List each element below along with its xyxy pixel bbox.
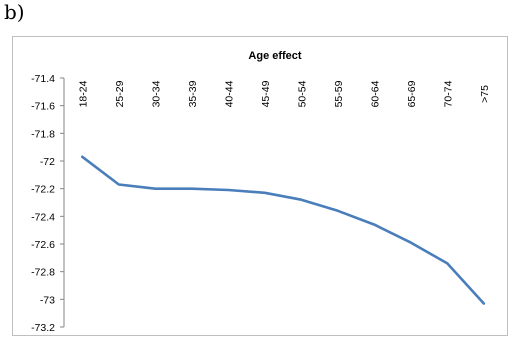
y-tick-label: -72 [40, 156, 55, 168]
y-tick-label: -72.4 [31, 211, 55, 223]
category-label: 18-24 [77, 80, 89, 107]
y-tick-label: -72.8 [31, 267, 55, 279]
panel-label: b) [4, 0, 25, 24]
category-label: 35-39 [187, 80, 199, 107]
chart-frame [12, 36, 508, 336]
category-label: 50-54 [296, 80, 308, 107]
series-line [81, 155, 486, 305]
y-tick-label: -73.2 [31, 322, 55, 334]
y-tick-label: -71.4 [31, 73, 55, 85]
y-tick-label: -72.6 [31, 239, 55, 251]
chart-title: Age effect [248, 50, 302, 62]
category-labels: 18-24 25-29 30-34 35-39 40-44 45-49 50-54 55-59… [77, 80, 491, 107]
category-label: >75 [479, 85, 491, 103]
y-tick-label: -71.8 [31, 128, 55, 140]
category-label: 65-69 [406, 80, 418, 107]
y-tick-label: -71.6 [31, 101, 55, 113]
category-label: 55-59 [333, 80, 345, 107]
series-group [81, 155, 486, 305]
category-label: 25-29 [114, 80, 126, 107]
y-tick-labels: -71.4 -71.6 -71.8 -72 -72.2 -72.4 -72.6 -72.8 -7… [31, 73, 64, 334]
category-label: 70-74 [442, 80, 454, 107]
y-tick-label: -73 [40, 294, 55, 306]
category-label: 30-34 [150, 80, 162, 107]
category-label: 60-64 [369, 80, 381, 107]
y-tick-label: -72.2 [31, 184, 55, 196]
category-label: 40-44 [223, 80, 235, 107]
category-label: 45-49 [260, 80, 272, 107]
